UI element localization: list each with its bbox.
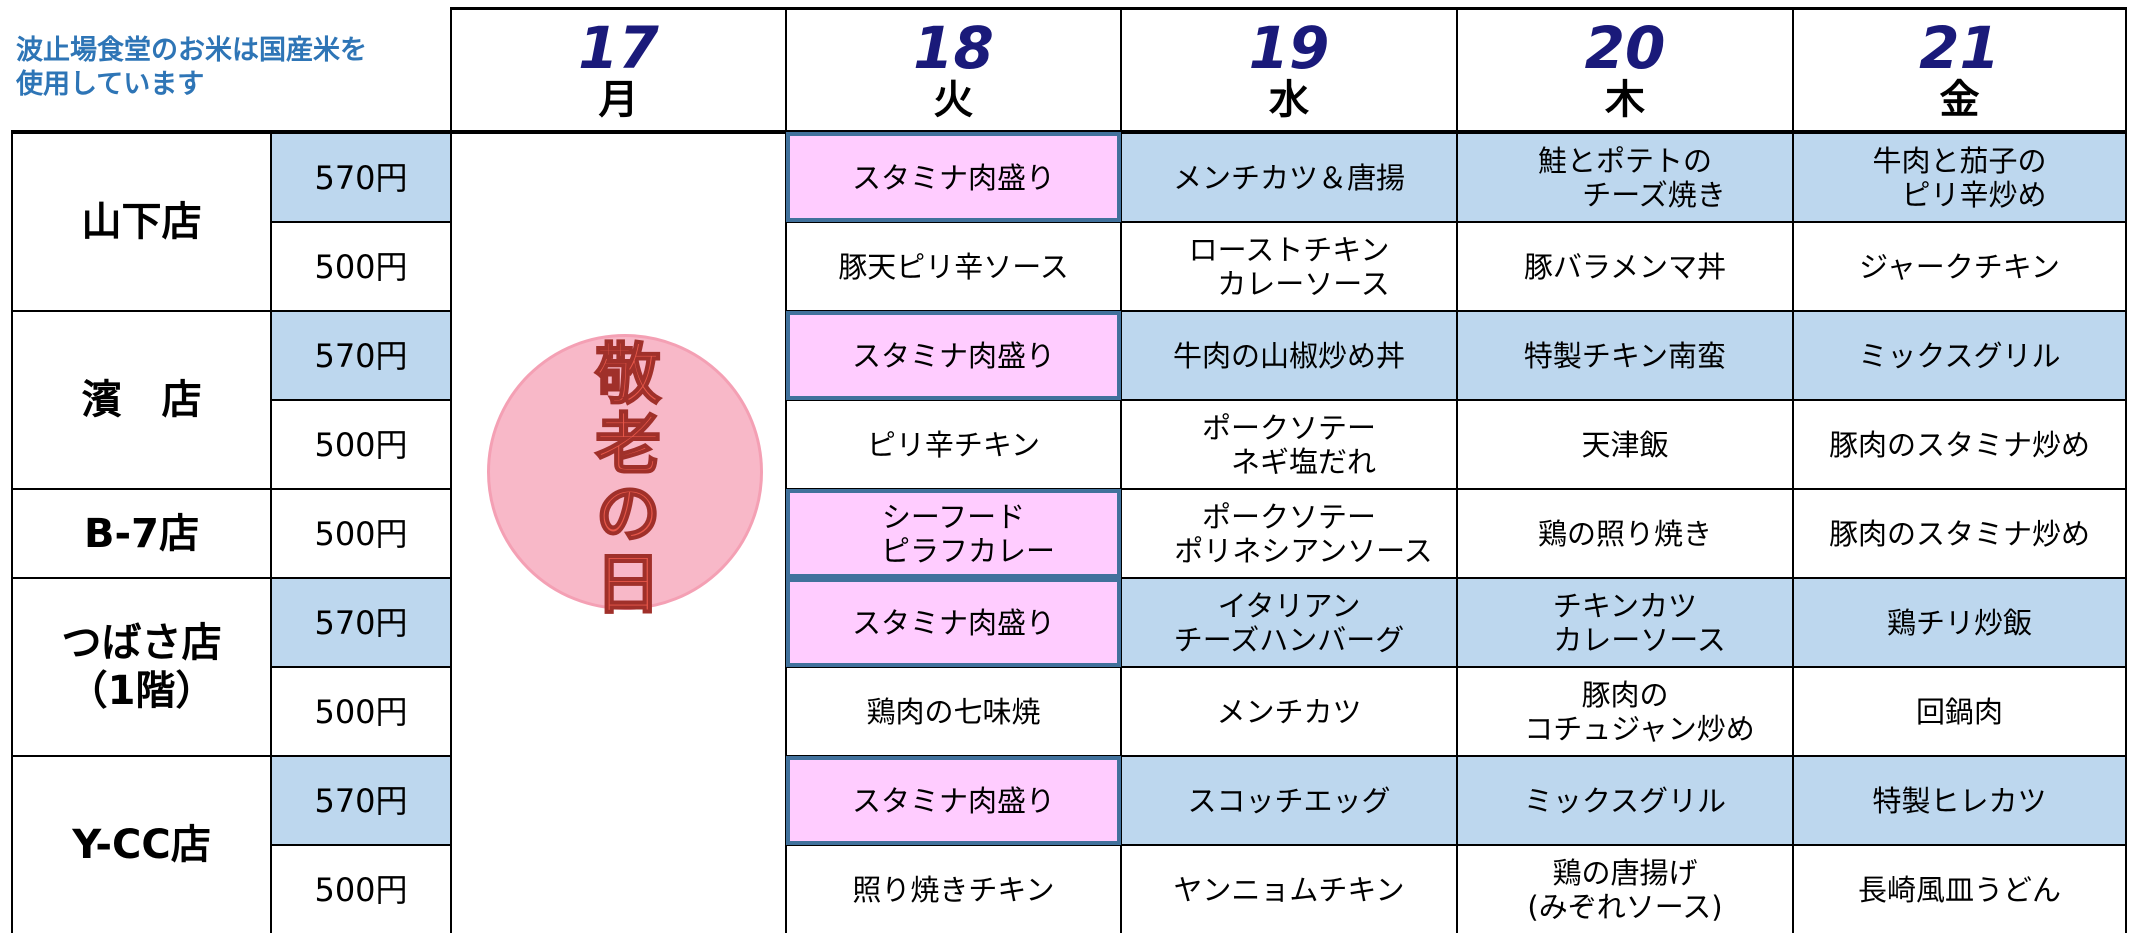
price: 500円 <box>270 488 452 579</box>
menu-item: 特製チキン南蛮 <box>1456 310 1794 401</box>
price: 570円 <box>270 310 452 401</box>
day-date: 17 <box>578 14 659 82</box>
menu-item: ジャークチキン <box>1792 221 2127 312</box>
day-weekday: 金 <box>1939 77 1980 123</box>
menu-item: ローストチキン カレーソース <box>1120 221 1458 312</box>
menu-item: スタミナ肉盛り <box>785 577 1122 668</box>
price: 570円 <box>270 131 452 223</box>
menu-item: チキンカツ カレーソース <box>1456 577 1794 668</box>
menu-item: スタミナ肉盛り <box>785 131 1122 223</box>
menu-item: 牛肉と茄子の ピリ辛炒め <box>1792 131 2127 223</box>
price: 500円 <box>270 221 452 312</box>
day-date: 18 <box>913 14 994 82</box>
menu-item: 鶏チリ炒飯 <box>1792 577 2127 668</box>
menu-item: 鶏の照り焼き <box>1456 488 1794 579</box>
price: 500円 <box>270 844 452 933</box>
holiday-circle <box>487 334 763 610</box>
store-name: 山下店 <box>11 131 272 312</box>
menu-item: 長崎風皿うどん <box>1792 844 2127 933</box>
menu-item: 豚バラメンマ丼 <box>1456 221 1794 312</box>
day-header: 19 水 <box>1120 7 1458 134</box>
day-header: 17 月 <box>450 7 787 134</box>
menu-item: 特製ヒレカツ <box>1792 755 2127 846</box>
store-name: Y-CC店 <box>11 755 272 933</box>
menu-item: 豚天ピリ辛ソース <box>785 221 1122 312</box>
menu-row: 500円 鶏肉の七味焼 メンチカツ 豚肉の コチュジャン炒め 回鍋肉 <box>12 666 2127 757</box>
menu-item: 牛肉の山椒炒め丼 <box>1120 310 1458 401</box>
menu-item: ヤンニョムチキン <box>1120 844 1458 933</box>
menu-item: ミックスグリル <box>1792 310 2127 401</box>
menu-item: ミックスグリル <box>1456 755 1794 846</box>
menu-row: 500円 豚天ピリ辛ソース ローストチキン カレーソース 豚バラメンマ丼 ジャークチキン <box>12 221 2127 312</box>
menu-item: メンチカツ＆唐揚 <box>1120 131 1458 223</box>
store-name: つばさ店 （1階） <box>11 577 272 757</box>
day-header: 20 木 <box>1456 7 1794 134</box>
menu-row: 500円 ピリ辛チキン ポークソテー ネギ塩だれ 天津飯 豚肉のスタミナ炒め <box>12 399 2127 490</box>
day-header: 18 火 <box>785 7 1122 134</box>
menu-row: Y-CC店 570円 スタミナ肉盛り スコッチエッグ ミックスグリル 特製ヒレカツ <box>11 755 2127 933</box>
day-date: 21 <box>1919 14 2000 82</box>
header-blank <box>12 8 451 134</box>
menu-item: 回鍋肉 <box>1792 666 2127 757</box>
day-date: 20 <box>1584 14 1666 82</box>
day-weekday: 月 <box>598 77 639 123</box>
menu-item: 鮭とポテトの チーズ焼き <box>1456 131 1794 223</box>
store-name: B-7店 <box>11 488 272 579</box>
menu-item: 豚肉のスタミナ炒め <box>1792 399 2127 490</box>
menu-item: スコッチエッグ <box>1120 755 1458 846</box>
menu-row: 山下店 570円 敬老の日 スタミナ肉盛り メンチカツ＆唐揚 鮭とポテトの チーズ焼き 牛肉… <box>11 131 2127 933</box>
price: 570円 <box>270 755 452 846</box>
menu-row: つばさ店 （1階） 570円 スタミナ肉盛り イタリアン チーズハンバーグ チキンカツ … <box>11 577 2127 757</box>
store-name: 濱 店 <box>11 310 272 490</box>
menu-item: ポークソテー ネギ塩だれ <box>1120 399 1458 490</box>
menu-item: スタミナ肉盛り <box>785 310 1122 401</box>
menu-item: 豚肉の コチュジャン炒め <box>1456 666 1794 757</box>
menu-row: 濱 店 570円 スタミナ肉盛り 牛肉の山椒炒め丼 特製チキン南蛮 ミックスグリル <box>11 310 2127 490</box>
menu-item: ピリ辛チキン <box>785 399 1122 490</box>
menu-item: スタミナ肉盛り <box>785 755 1122 846</box>
menu-item: メンチカツ <box>1120 666 1458 757</box>
menu-row: B-7店 500円 シーフード ピラフカレー ポークソテー ポリネシアンソース 鶏の照り… <box>11 488 2127 579</box>
menu-item: 鶏肉の七味焼 <box>785 666 1122 757</box>
menu-item: 豚肉のスタミナ炒め <box>1792 488 2127 579</box>
holiday-label: 敬老の日 <box>583 338 662 620</box>
day-header: 21 金 <box>1792 7 2127 134</box>
day-weekday: 火 <box>933 77 974 123</box>
menu-item: 照り焼きチキン <box>785 844 1122 933</box>
menu-table: 17 月 18 火 19 水 20 木 21 金山下店 570円 敬老の日 スタミナ肉盛り メンチカツ＆唐… <box>11 7 2127 933</box>
menu-item: イタリアン チーズハンバーグ <box>1120 577 1458 668</box>
menu-item: 天津飯 <box>1456 399 1794 490</box>
price: 500円 <box>270 399 452 490</box>
day-weekday: 水 <box>1269 77 1309 123</box>
price: 570円 <box>270 577 452 668</box>
day-date: 19 <box>1248 14 1330 82</box>
day-weekday: 木 <box>1605 77 1645 123</box>
menu-item: 鶏の唐揚げ (みぞれソース) <box>1456 844 1794 933</box>
header-row: 17 月 18 火 19 水 20 木 21 金 <box>12 7 2127 134</box>
menu-row: 500円 照り焼きチキン ヤンニョムチキン 鶏の唐揚げ (みぞれソース) 長崎風皿うどん <box>12 844 2127 933</box>
price: 500円 <box>270 666 452 757</box>
holiday-cell: 敬老の日 <box>450 131 787 933</box>
menu-item: ポークソテー ポリネシアンソース <box>1120 488 1458 579</box>
menu-item: シーフード ピラフカレー <box>785 488 1122 579</box>
